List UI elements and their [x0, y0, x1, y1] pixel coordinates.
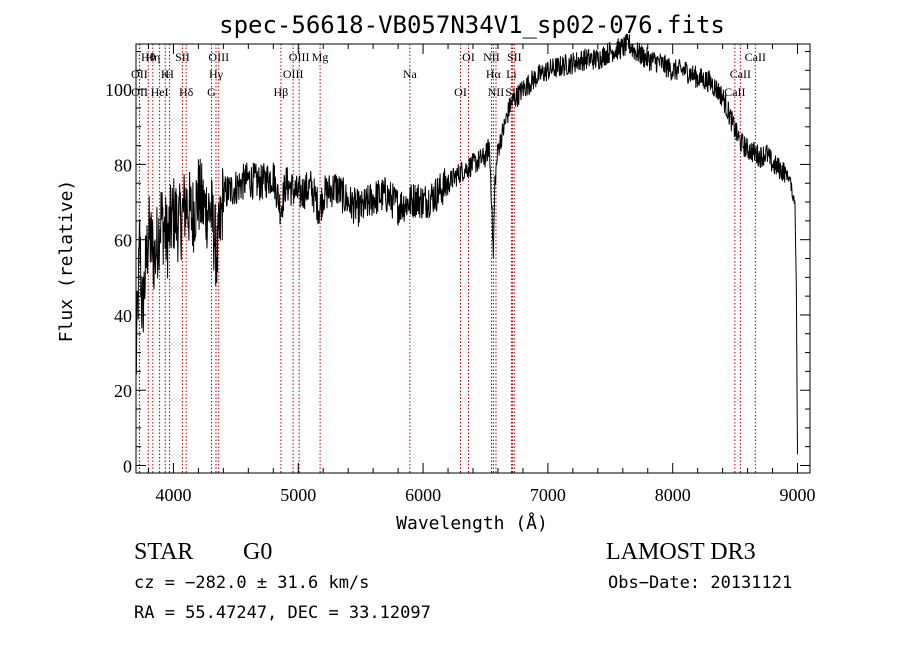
line-label: OIII	[283, 67, 304, 81]
x-tick-label: 9000	[780, 485, 816, 505]
plot-frame	[135, 43, 811, 474]
line-label: OII	[131, 67, 148, 81]
x-tick-label: 7000	[530, 485, 566, 505]
spectrum-layer	[135, 33, 798, 455]
axes: 4000 5000 6000 7000 8000 9000 0 20 40 60 80 100	[105, 43, 816, 505]
chart-title: spec-56618-VB057N34V1_sp02-076.fits	[219, 11, 725, 39]
line-label: SII	[507, 50, 522, 64]
y-tick-label: 100	[105, 80, 132, 100]
line-label: CaII	[724, 85, 745, 99]
redshift-velocity: cz = −282.0 ± 31.6 km/s	[134, 573, 370, 593]
line-label: SII	[505, 85, 520, 99]
line-label: OII	[131, 85, 148, 99]
spectrum-series	[135, 33, 798, 455]
line-label: OIII	[289, 50, 310, 64]
line-label: Hα	[486, 67, 502, 81]
x-tick-label: 4000	[155, 485, 191, 505]
x-tick-label: 8000	[655, 485, 691, 505]
coordinates: RA = 55.47247, DEC = 33.12097	[134, 603, 431, 623]
line-label: OI	[462, 50, 475, 64]
y-tick-label: 0	[123, 456, 132, 476]
line-label: Mg	[312, 50, 329, 64]
survey-name: LAMOST DR3	[606, 539, 756, 565]
y-tick-label: 60	[114, 231, 132, 251]
line-markers	[138, 44, 756, 473]
line-label: H	[165, 67, 174, 81]
x-tick-label: 6000	[405, 485, 441, 505]
x-tick-label: 5000	[280, 485, 316, 505]
line-label: HeI	[151, 85, 169, 99]
line-label: Hθ	[141, 50, 156, 64]
line-label: SII	[175, 50, 190, 64]
y-tick-label: 20	[114, 381, 132, 401]
line-label: NII	[483, 50, 500, 64]
x-axis-label: Wavelength (Å)	[396, 512, 548, 534]
line-label: NII	[488, 85, 505, 99]
line-label: Li	[506, 67, 517, 81]
line-label: Hδ	[179, 85, 194, 99]
line-label: G	[207, 85, 216, 99]
line-label: CaII	[730, 67, 751, 81]
y-tick-label: 40	[114, 306, 132, 326]
line-label: CaII	[745, 50, 766, 64]
line-label: Hη	[145, 50, 160, 64]
object-subclass: G0	[243, 539, 273, 565]
object-class: STAR	[134, 539, 194, 565]
observation-date: Obs−Date: 20131121	[608, 573, 793, 593]
y-axis-label: Flux (relative)	[56, 180, 77, 343]
line-label: OIII	[208, 50, 229, 64]
line-label: Hγ	[209, 67, 224, 81]
y-tick-label: 80	[114, 155, 132, 175]
line-label: K	[161, 67, 170, 81]
line-label: OI	[454, 85, 467, 99]
line-label: Na	[403, 67, 418, 81]
line-label: Hβ	[274, 85, 289, 99]
